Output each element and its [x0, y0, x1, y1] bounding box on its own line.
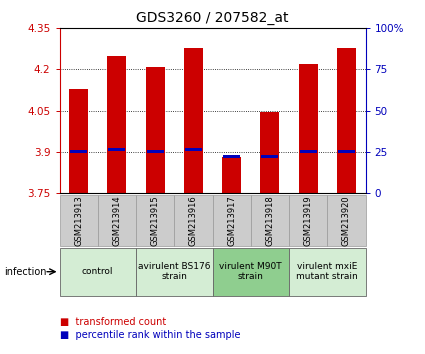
Bar	[108, 148, 125, 151]
Bar	[337, 47, 356, 193]
Bar	[107, 56, 127, 193]
Bar	[69, 89, 88, 193]
Title: GDS3260 / 207582_at: GDS3260 / 207582_at	[136, 11, 289, 24]
Bar	[222, 157, 241, 193]
Bar	[184, 47, 203, 193]
Bar	[300, 150, 317, 153]
Bar	[251, 195, 289, 246]
Text: virulent M90T
strain: virulent M90T strain	[219, 262, 282, 281]
Bar	[136, 248, 212, 296]
Bar	[298, 64, 317, 193]
Bar	[261, 155, 278, 158]
Text: ■  transformed count: ■ transformed count	[60, 317, 166, 327]
Text: ■  percentile rank within the sample: ■ percentile rank within the sample	[60, 330, 240, 339]
Text: infection: infection	[4, 267, 47, 277]
Text: GSM213913: GSM213913	[74, 195, 83, 246]
Bar	[338, 150, 355, 153]
Text: GSM213920: GSM213920	[342, 195, 351, 246]
Text: GSM213917: GSM213917	[227, 195, 236, 246]
Text: GSM213918: GSM213918	[265, 195, 275, 246]
Bar	[212, 248, 289, 296]
Text: virulent mxiE
mutant strain: virulent mxiE mutant strain	[296, 262, 358, 281]
Bar	[147, 150, 164, 153]
Text: GSM213914: GSM213914	[112, 195, 122, 246]
Bar	[223, 155, 240, 158]
Bar	[136, 195, 174, 246]
Text: GSM213915: GSM213915	[150, 195, 160, 246]
Text: GSM213919: GSM213919	[303, 195, 313, 246]
Bar	[174, 195, 212, 246]
Bar	[185, 148, 202, 151]
Bar	[60, 248, 136, 296]
Bar	[260, 112, 280, 193]
Bar	[327, 195, 366, 246]
Bar	[289, 195, 327, 246]
Bar	[212, 195, 251, 246]
Bar	[70, 150, 87, 153]
Text: avirulent BS176
strain: avirulent BS176 strain	[138, 262, 210, 281]
Bar	[60, 195, 98, 246]
Bar	[289, 248, 366, 296]
Bar	[98, 195, 136, 246]
Text: control: control	[82, 267, 113, 276]
Bar	[145, 67, 164, 193]
Text: GSM213916: GSM213916	[189, 195, 198, 246]
